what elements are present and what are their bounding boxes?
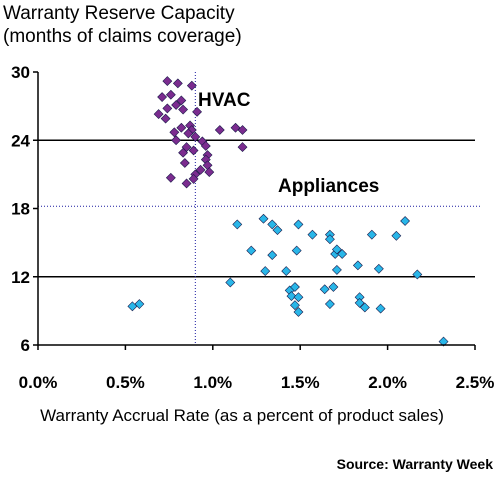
point-hvac-5	[176, 95, 187, 106]
point-appliances-23	[324, 299, 335, 309]
point-hvac-23	[200, 141, 211, 151]
point-hvac-17	[237, 125, 248, 135]
point-hvac-10	[153, 109, 164, 120]
x-tick-label-2: 1.0%	[193, 373, 232, 392]
point-appliances-17	[293, 292, 304, 303]
y-tick-label-18: 18	[11, 200, 30, 219]
y-tick-label-12: 12	[11, 268, 30, 287]
point-appliances-9	[272, 225, 283, 236]
axis-labels: 30 24 18 12 6 0.0% 0.5% 1.0% 1.5% 2.0% 2.5%	[11, 63, 494, 392]
axes	[33, 71, 476, 350]
point-hvac-20	[190, 131, 201, 142]
point-hvac-0	[162, 76, 173, 87]
point-appliances-28	[337, 249, 348, 259]
point-appliances-8	[267, 250, 278, 261]
point-hvac-4	[157, 92, 168, 102]
x-tick-label-3: 1.5%	[281, 373, 320, 392]
point-hvac-1	[172, 78, 183, 89]
point-hvac-19	[183, 128, 194, 139]
point-appliances-24	[328, 282, 339, 292]
source-note: Source: Warranty Week	[337, 456, 494, 472]
point-hvac-33	[204, 167, 215, 178]
point-appliances-4	[246, 245, 257, 256]
x-axis-label: Warranty Accrual Rate (as a percent of p…	[40, 406, 444, 425]
series-label-hvac: HVAC	[198, 90, 251, 111]
x-tick-label-5: 2.5%	[456, 373, 495, 392]
y-tick-label-6: 6	[21, 336, 30, 355]
chart-title: Warranty Reserve Capacity	[3, 3, 235, 24]
point-appliances-37	[400, 216, 411, 226]
point-appliances-27	[331, 265, 342, 275]
y-tick-label-30: 30	[11, 63, 30, 82]
gridlines	[38, 139, 475, 278]
point-appliances-14	[290, 300, 300, 311]
chart-subtitle: (months of claims coverage)	[3, 26, 242, 47]
point-appliances-19	[307, 229, 318, 240]
point-hvac-26	[188, 145, 199, 156]
point-appliances-33	[366, 229, 377, 240]
point-appliances-34	[373, 263, 384, 274]
point-hvac-7	[162, 103, 173, 114]
point-appliances-6	[260, 266, 271, 276]
point-appliances-39	[438, 336, 449, 347]
series-label-appliances: Appliances	[278, 176, 379, 197]
point-appliances-18	[293, 307, 304, 317]
point-hvac-11	[160, 113, 171, 124]
point-appliances-7	[267, 219, 278, 230]
point-hvac-3	[165, 89, 176, 100]
point-hvac-32	[195, 164, 206, 175]
point-hvac-2	[186, 80, 197, 91]
point-hvac-18	[169, 127, 180, 138]
point-hvac-27	[178, 147, 189, 158]
point-hvac-37	[181, 178, 192, 189]
point-appliances-15	[291, 245, 302, 256]
x-tick-label-0: 0.0%	[19, 373, 58, 392]
point-appliances-1	[134, 299, 145, 309]
y-tick-label-24: 24	[11, 131, 30, 150]
point-appliances-5	[258, 213, 269, 224]
point-appliances-32	[359, 302, 370, 313]
point-hvac-6	[171, 100, 182, 110]
x-tick-label-4: 2.0%	[368, 373, 407, 392]
point-appliances-36	[391, 230, 402, 241]
point-hvac-36	[188, 174, 199, 184]
point-appliances-35	[375, 303, 386, 314]
point-hvac-30	[179, 158, 190, 168]
point-appliances-26	[331, 244, 342, 255]
point-hvac-8	[178, 104, 189, 115]
point-appliances-16	[293, 219, 304, 230]
point-hvac-25	[237, 142, 248, 152]
point-appliances-10	[281, 266, 292, 276]
average-reference-lines	[38, 72, 480, 345]
point-appliances-22	[324, 234, 335, 245]
point-appliances-3	[232, 219, 243, 230]
point-appliances-12	[286, 291, 297, 302]
data-points	[127, 76, 449, 347]
point-appliances-2	[225, 277, 236, 288]
point-hvac-21	[171, 135, 182, 146]
point-appliances-13	[290, 282, 300, 292]
point-hvac-13	[176, 122, 187, 133]
point-hvac-15	[214, 125, 225, 135]
point-appliances-29	[352, 260, 363, 271]
point-appliances-20	[319, 284, 330, 295]
x-tick-label-1: 0.5%	[106, 373, 145, 392]
point-hvac-35	[165, 172, 176, 183]
point-hvac-9	[192, 106, 202, 117]
point-appliances-31	[354, 297, 365, 308]
point-appliances-38	[412, 269, 423, 280]
